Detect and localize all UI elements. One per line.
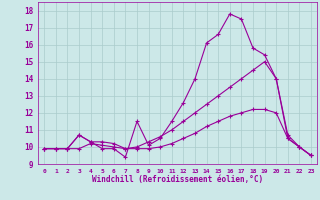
X-axis label: Windchill (Refroidissement éolien,°C): Windchill (Refroidissement éolien,°C): [92, 175, 263, 184]
